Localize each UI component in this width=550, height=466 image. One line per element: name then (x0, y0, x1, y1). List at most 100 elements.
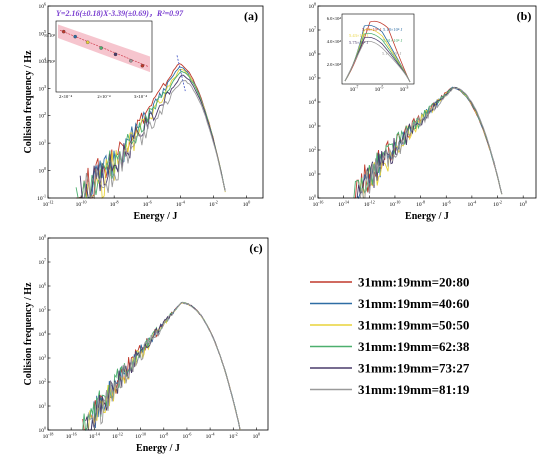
x-tick-label: 10-18 (43, 432, 54, 441)
y-axis-label: Collision frequency / Hz (23, 282, 34, 385)
y-tick-label: 103 (39, 84, 47, 93)
series-line-4 (75, 70, 226, 199)
y-tick-label: 101 (39, 139, 47, 148)
panel-a: 10-12 10-10 10-8 10-6 10-4 10-2 100 10-1 100 101 1… (23, 2, 264, 222)
y-tick-label: 105 (309, 74, 317, 83)
inset-y-tick-label: 4.0×10⁴ (327, 39, 342, 44)
x-tick-label: 10-8 (416, 200, 425, 209)
y-tick-label: 106 (39, 282, 47, 291)
x-tick-label: 10-10 (76, 200, 87, 209)
y-tick-label: 106 (309, 50, 317, 59)
x-tick-label: 10-12 (43, 200, 54, 209)
inset-annotation: 5.43×10⁴ J (349, 33, 369, 38)
y-tick-label: 102 (309, 146, 317, 155)
legend-label-5: 31mm:19mm=73:27 (358, 361, 470, 376)
series-line-3 (88, 302, 241, 431)
y-tick-label: 100 (309, 194, 317, 203)
x-tick-label: 10-2 (493, 200, 502, 209)
y-tick-label: 10-1 (37, 194, 46, 203)
y-tick-label: 104 (39, 330, 47, 339)
y-tick-label: 107 (309, 26, 317, 35)
legend-label-2: 31mm:19mm=40:60 (358, 296, 469, 311)
x-tick-label: 10-16 (66, 432, 77, 441)
inset-x-tick-label: 2×10⁻⁴ (59, 94, 73, 99)
y-tick-label: 101 (39, 402, 47, 411)
y-tick-label: 107 (39, 258, 47, 267)
inset-point (61, 29, 66, 34)
legend-label-3: 31mm:19mm=50:50 (358, 318, 469, 333)
series-line-1 (353, 87, 503, 199)
legend-label-1: 31mm:19mm=20:80 (358, 275, 469, 290)
x-tick-label: 100 (519, 200, 527, 209)
inset-point (85, 40, 90, 45)
inset-frame (341, 13, 415, 85)
inset-x-tick-label: 2×10⁻⁴ (97, 94, 111, 99)
plot-frame (47, 5, 264, 199)
series-line-6 (88, 301, 241, 429)
x-tick-label: 10-8 (159, 432, 168, 441)
y-tick-label: 105 (39, 29, 47, 38)
inset-y-tick-label: 4×10³ (44, 59, 55, 64)
series-line-3 (359, 87, 503, 199)
inset-annotation: 5.01×10⁴ J (383, 38, 403, 43)
series-line-2 (85, 302, 241, 431)
inset-annotation: 5.75×10⁴ J (349, 40, 369, 45)
series-line-6 (83, 80, 226, 199)
inset-point (140, 63, 145, 68)
y-tick-label: 105 (39, 306, 47, 315)
inset-x-tick-label: 10-5 (375, 85, 384, 94)
y-tick-label: 108 (309, 2, 317, 11)
y-tick-label: 106 (39, 2, 47, 11)
inset-point (113, 52, 118, 57)
panel-b: 10-16 10-14 10-12 10-10 10-8 10-6 10-4 10-2 100 1… (309, 2, 537, 222)
inset-x-tick-label: 10-7 (350, 85, 359, 94)
x-tick-label: 10-2 (209, 200, 218, 209)
inset-y-tick-label: 6.0×10⁴ (327, 16, 342, 21)
panel-label: (b) (517, 9, 532, 23)
y-tick-label: 108 (39, 234, 47, 243)
x-axis-label: Energy / J (405, 211, 449, 222)
x-tick-label: 10-4 (206, 432, 215, 441)
x-tick-label: 10-10 (390, 200, 401, 209)
peak-trend-line (176, 55, 186, 92)
x-tick-label: 10-12 (364, 200, 375, 209)
panel-c: 10-18 10-16 10-14 10-12 10-10 10-8 10-6 10-4 10-… (23, 234, 269, 454)
x-tick-label: 10-16 (313, 200, 324, 209)
y-tick-label: 101 (309, 170, 317, 179)
y-tick-label: 102 (39, 378, 47, 387)
series-line-2 (356, 86, 503, 200)
series-group (82, 301, 241, 432)
y-tick-label: 103 (309, 122, 317, 131)
series-line-5 (85, 301, 241, 431)
y-tick-label: 104 (309, 98, 317, 107)
inset-point (73, 34, 77, 39)
y-tick-label: 100 (39, 426, 47, 435)
series-line-1 (82, 302, 241, 431)
x-tick-label: 10-4 (467, 200, 476, 209)
x-tick-label: 10-6 (442, 200, 451, 209)
series-line-4 (353, 87, 503, 199)
inset-x-tick-label: 10-3 (400, 85, 409, 94)
x-axis-label: Energy / J (136, 443, 180, 454)
legend-label-6: 31mm:19mm=81:19 (358, 382, 470, 397)
series-group (353, 86, 503, 200)
inset-annotation: 5.17×10⁴ J (382, 51, 402, 56)
series-line-6 (359, 86, 503, 199)
x-tick-label: 100 (243, 200, 251, 209)
inset-point (99, 46, 103, 50)
panel-label: (a) (244, 9, 258, 23)
x-tick-label: 10-14 (89, 432, 100, 441)
x-tick-label: 10-4 (176, 200, 185, 209)
panel-label: (c) (249, 241, 262, 255)
series-line-4 (82, 301, 241, 432)
x-tick-label: 10-8 (110, 200, 119, 209)
x-tick-label: 10-2 (229, 432, 238, 441)
x-tick-label: 10-12 (112, 432, 123, 441)
inset-annotation: 5.19×10⁴ J (362, 27, 382, 32)
x-tick-label: 10-10 (135, 432, 146, 441)
confidence-band (58, 24, 150, 73)
legend-label-4: 31mm:19mm=62:38 (358, 339, 470, 354)
inset-point (129, 59, 133, 63)
inset-annotation: 5.18×10⁴ J (383, 27, 403, 32)
